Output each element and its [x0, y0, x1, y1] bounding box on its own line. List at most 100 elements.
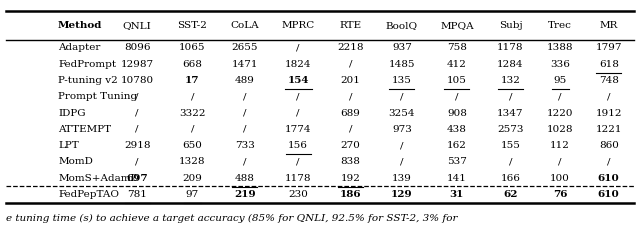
Text: /: /	[191, 125, 194, 134]
Text: /: /	[509, 157, 512, 166]
Text: 973: 973	[392, 125, 412, 134]
Text: 1065: 1065	[179, 43, 205, 52]
Text: /: /	[400, 157, 404, 166]
Text: 748: 748	[599, 76, 619, 85]
Text: 10780: 10780	[120, 76, 154, 85]
Text: 201: 201	[340, 76, 360, 85]
Text: 219: 219	[234, 190, 255, 199]
Text: RTE: RTE	[340, 21, 362, 30]
Text: P-tuning v2: P-tuning v2	[58, 76, 118, 85]
Text: Adapter: Adapter	[58, 43, 100, 52]
Text: 1178: 1178	[497, 43, 524, 52]
Text: /: /	[509, 92, 512, 101]
Text: /: /	[400, 141, 404, 150]
Text: 610: 610	[598, 174, 620, 183]
Text: /: /	[243, 92, 246, 101]
Text: /: /	[136, 125, 139, 134]
Text: /: /	[296, 157, 300, 166]
Text: 488: 488	[235, 174, 255, 183]
Text: /: /	[559, 157, 562, 166]
Text: 62: 62	[503, 190, 518, 199]
Text: /: /	[455, 92, 459, 101]
Text: 758: 758	[447, 43, 467, 52]
Text: 3322: 3322	[179, 109, 205, 118]
Text: 155: 155	[500, 141, 520, 150]
Text: IDPG: IDPG	[58, 109, 86, 118]
Text: 186: 186	[340, 190, 362, 199]
Text: 908: 908	[447, 109, 467, 118]
Text: 192: 192	[340, 174, 360, 183]
Text: MPRC: MPRC	[282, 21, 315, 30]
Text: 12987: 12987	[120, 60, 154, 69]
Text: 97: 97	[186, 190, 199, 199]
Text: 132: 132	[500, 76, 520, 85]
Text: 2573: 2573	[497, 125, 524, 134]
Text: QNLI: QNLI	[123, 21, 152, 30]
Text: FedPepTAO: FedPepTAO	[58, 190, 119, 199]
Text: 76: 76	[553, 190, 568, 199]
Text: /: /	[559, 92, 562, 101]
Text: 697: 697	[126, 174, 148, 183]
Text: 154: 154	[287, 76, 309, 85]
Text: MomD: MomD	[58, 157, 93, 166]
Text: 438: 438	[447, 125, 467, 134]
Text: CoLA: CoLA	[230, 21, 259, 30]
Text: Trec: Trec	[548, 21, 572, 30]
Text: /: /	[349, 125, 353, 134]
Text: /: /	[136, 109, 139, 118]
Text: 937: 937	[392, 43, 412, 52]
Text: 156: 156	[288, 141, 308, 150]
Text: ATTEMPT: ATTEMPT	[58, 125, 111, 134]
Text: /: /	[296, 109, 300, 118]
Text: 2918: 2918	[124, 141, 150, 150]
Text: 129: 129	[391, 190, 413, 199]
Text: /: /	[136, 157, 139, 166]
Text: /: /	[607, 157, 611, 166]
Text: 610: 610	[598, 190, 620, 199]
Text: 668: 668	[182, 60, 202, 69]
Text: /: /	[607, 92, 611, 101]
Text: SST-2: SST-2	[177, 21, 207, 30]
Text: 733: 733	[235, 141, 255, 150]
Text: 1912: 1912	[595, 109, 622, 118]
Text: /: /	[296, 43, 300, 52]
Text: 860: 860	[599, 141, 619, 150]
Text: FedPrompt: FedPrompt	[58, 60, 116, 69]
Text: 1471: 1471	[232, 60, 258, 69]
Text: 1221: 1221	[595, 125, 622, 134]
Text: /: /	[400, 92, 404, 101]
Text: 1774: 1774	[285, 125, 312, 134]
Text: 2655: 2655	[232, 43, 258, 52]
Text: 838: 838	[340, 157, 360, 166]
Text: 2218: 2218	[337, 43, 364, 52]
Text: /: /	[349, 92, 353, 101]
Text: MomS+AdamD: MomS+AdamD	[58, 174, 139, 183]
Text: 95: 95	[554, 76, 567, 85]
Text: /: /	[243, 125, 246, 134]
Text: 489: 489	[235, 76, 255, 85]
Text: 112: 112	[550, 141, 570, 150]
Text: 689: 689	[340, 109, 360, 118]
Text: /: /	[191, 92, 194, 101]
Text: /: /	[243, 157, 246, 166]
Text: 650: 650	[182, 141, 202, 150]
Text: 162: 162	[447, 141, 467, 150]
Text: 1347: 1347	[497, 109, 524, 118]
Text: 139: 139	[392, 174, 412, 183]
Text: 1178: 1178	[285, 174, 312, 183]
Text: 1485: 1485	[388, 60, 415, 69]
Text: 141: 141	[447, 174, 467, 183]
Text: 1824: 1824	[285, 60, 312, 69]
Text: Method: Method	[58, 21, 102, 30]
Text: /: /	[349, 60, 353, 69]
Text: Subj: Subj	[499, 21, 522, 30]
Text: MR: MR	[600, 21, 618, 30]
Text: 3254: 3254	[388, 109, 415, 118]
Text: e tuning time (s) to achieve a target accuracy (85% for QNLI, 92.5% for SST-2, 3: e tuning time (s) to achieve a target ac…	[6, 214, 458, 223]
Text: 537: 537	[447, 157, 467, 166]
Text: /: /	[243, 109, 246, 118]
Text: 17: 17	[185, 76, 200, 85]
Text: 336: 336	[550, 60, 570, 69]
Text: /: /	[136, 92, 139, 101]
Text: 412: 412	[447, 60, 467, 69]
